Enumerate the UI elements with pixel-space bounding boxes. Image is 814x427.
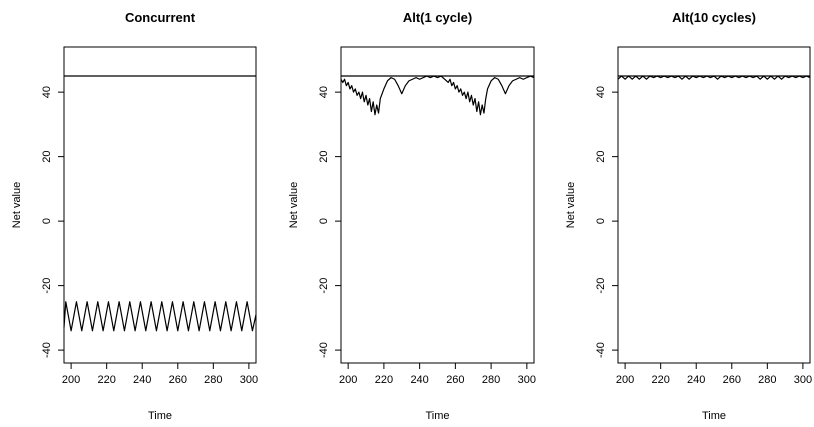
x-tick-label: 280 (204, 374, 222, 386)
y-tick-label: 0 (41, 218, 53, 224)
chart-title: Alt(1 cycle) (403, 10, 472, 25)
chart-panel-2: Alt(1 cycle) 200 220 240 260 280 300 -40 -20 0 20 4… (288, 10, 536, 422)
y-tick-label: 20 (41, 151, 53, 163)
x-tick-label: 260 (723, 374, 741, 386)
y-tick-label: -40 (41, 342, 53, 358)
y-tick-label: 20 (595, 151, 607, 163)
chart-panel-1: Concurrent 200 220 240 260 280 300 -40 -20 0 20 40 T… (11, 10, 258, 422)
y-tick-label: 0 (318, 218, 330, 224)
x-tick-label: 200 (62, 374, 80, 386)
y-tick-label: -20 (41, 278, 53, 294)
x-tick-label: 240 (133, 374, 151, 386)
x-tick-label: 220 (97, 374, 115, 386)
y-tick-label: -20 (595, 278, 607, 294)
plot-frame (340, 46, 535, 364)
y-tick-label: 20 (318, 151, 330, 163)
y-axis-label: Net value (11, 182, 23, 228)
chart-panel-3: Alt(10 cycles) 200 220 240 260 280 300 -40 -20 0 2… (565, 10, 812, 422)
y-tick-label: -20 (318, 278, 330, 294)
plot-frame (63, 46, 257, 364)
x-axis-label: Time (425, 410, 449, 422)
chart-title: Concurrent (125, 10, 196, 25)
y-tick-label: 40 (41, 86, 53, 98)
y-axis-label: Net value (565, 182, 577, 228)
x-tick-label: 240 (687, 374, 705, 386)
x-tick-label: 220 (375, 374, 393, 386)
net-value-series-line (340, 75, 535, 116)
chart-title: Alt(10 cycles) (672, 10, 756, 25)
x-axis-label: Time (702, 410, 726, 422)
x-tick-label: 300 (518, 374, 536, 386)
y-tick-label: 40 (595, 86, 607, 98)
x-axis-label: Time (148, 410, 172, 422)
x-tick-label: 260 (169, 374, 187, 386)
y-tick-label: 40 (318, 86, 330, 98)
x-tick-label: 300 (794, 374, 812, 386)
y-axis-label: Net value (288, 182, 300, 228)
x-tick-label: 240 (410, 374, 428, 386)
x-tick-label: 300 (240, 374, 258, 386)
x-tick-label: 280 (482, 374, 500, 386)
x-tick-label: 200 (616, 374, 634, 386)
x-tick-label: 220 (651, 374, 669, 386)
net-value-series-line (63, 301, 257, 332)
y-tick-label: -40 (318, 342, 330, 358)
x-tick-label: 280 (758, 374, 776, 386)
x-tick-label: 200 (339, 374, 357, 386)
y-tick-label: -40 (595, 342, 607, 358)
y-tick-label: 0 (595, 218, 607, 224)
x-tick-label: 260 (446, 374, 464, 386)
plot-frame (617, 46, 811, 364)
